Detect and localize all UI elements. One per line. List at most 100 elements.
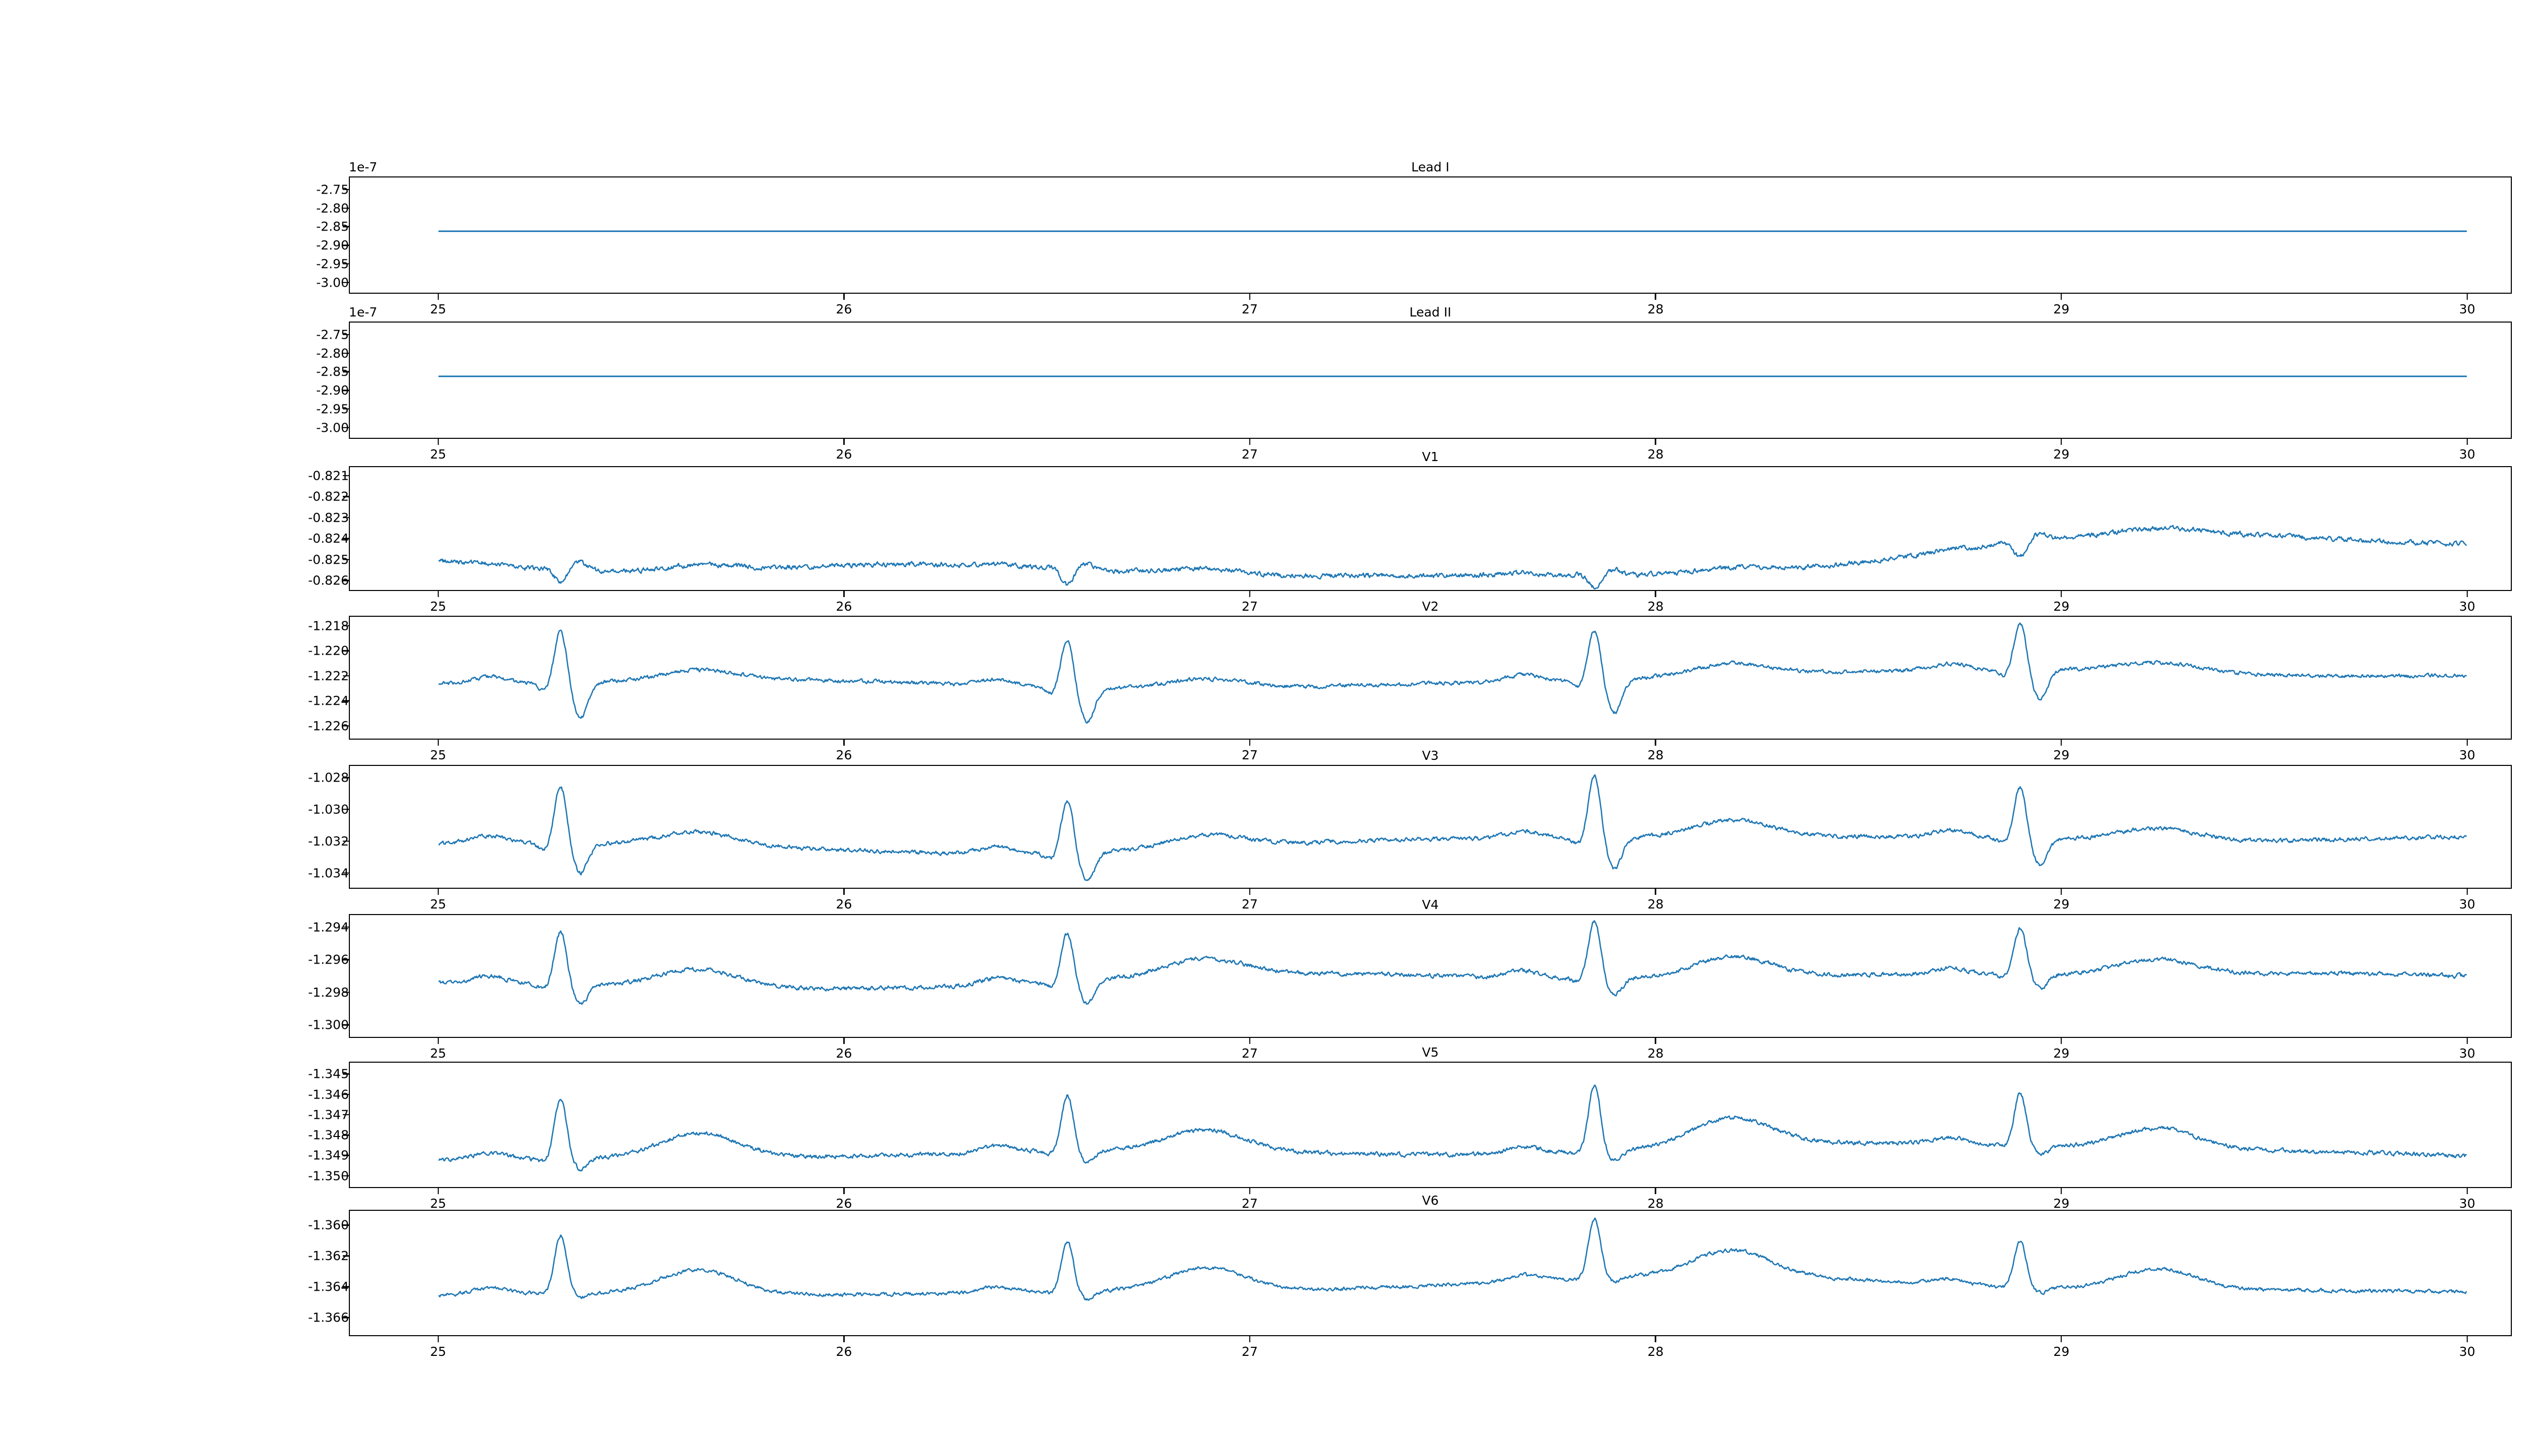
- x-tick-label: 27: [1241, 599, 1258, 614]
- x-tick-mark: [843, 1336, 845, 1342]
- y-tick-mark: [343, 207, 349, 209]
- x-tick-label: 25: [430, 1344, 446, 1359]
- x-tick-mark: [843, 1038, 845, 1044]
- x-tick-mark: [2060, 439, 2062, 445]
- x-tick-mark: [1655, 439, 1656, 445]
- y-tick-mark: [343, 282, 349, 284]
- x-tick-label: 29: [2053, 748, 2069, 762]
- x-tick-mark: [1249, 889, 1251, 895]
- axes-frame: [349, 322, 2512, 439]
- y-tick-label: -1.294: [308, 920, 349, 935]
- y-tick-label: -1.220: [308, 643, 349, 658]
- y-tick-label: -0.825: [308, 552, 349, 567]
- x-tick-mark: [2466, 740, 2468, 746]
- x-tick-mark: [2466, 591, 2468, 597]
- x-tick-label: 25: [430, 599, 446, 614]
- axes-frame: [349, 1210, 2512, 1336]
- axes-frame: [349, 914, 2512, 1038]
- lead-panel-v4: V4 -1.294 -1.296 -1.298 -1.300 25 26 27 28 29 30: [308, 898, 2512, 1060]
- x-tick-mark: [2466, 439, 2468, 445]
- x-tick-mark: [1249, 1038, 1251, 1044]
- x-tick-mark: [437, 591, 439, 597]
- panel-title: V6: [1422, 1193, 1439, 1208]
- x-tick-mark: [437, 439, 439, 445]
- y-tick-label: -1.350: [308, 1168, 349, 1184]
- x-tick-mark: [1655, 1336, 1656, 1342]
- x-tick-label: 28: [1647, 1046, 1664, 1061]
- x-tick-label: 26: [836, 897, 852, 912]
- y-tick-label: -0.823: [308, 510, 349, 525]
- panel-title: V5: [1422, 1045, 1439, 1060]
- x-tick-label: 26: [836, 599, 852, 614]
- y-tick-label: -1.296: [308, 952, 349, 967]
- y-tick-mark: [343, 725, 349, 726]
- x-tick-label: 29: [2053, 1344, 2069, 1359]
- panel-title: Lead II: [1409, 305, 1452, 320]
- x-tick-mark: [1655, 591, 1656, 597]
- y-tick-label: -1.028: [308, 770, 349, 785]
- x-tick-mark: [843, 439, 845, 445]
- y-tick-label: -1.298: [308, 985, 349, 1000]
- x-tick-mark: [2060, 294, 2062, 300]
- x-tick-label: 28: [1647, 599, 1664, 614]
- x-tick-label: 29: [2053, 897, 2069, 912]
- lead-panel-v2: V2 -1.218 -1.220 -1.222 -1.224 -1.226 25 26 27 28…: [308, 600, 2512, 761]
- x-tick-label: 30: [2459, 748, 2475, 762]
- x-tick-label: 27: [1241, 447, 1258, 462]
- y-tick-mark: [343, 371, 349, 373]
- y-tick-mark: [343, 1073, 349, 1075]
- x-tick-mark: [1249, 740, 1251, 746]
- y-tick-mark: [343, 1094, 349, 1095]
- x-tick-mark: [2060, 740, 2062, 746]
- x-tick-label: 30: [2459, 302, 2475, 316]
- lead-panel-v1: V1 -0.821 -0.822 -0.823 -0.824 -0.825 -0.826 25…: [308, 450, 2512, 613]
- y-tick-mark: [343, 427, 349, 429]
- y-tick-mark: [343, 352, 349, 354]
- y-tick-label: -1.222: [308, 668, 349, 684]
- y-tick-mark: [343, 559, 349, 560]
- x-tick-mark: [1249, 1336, 1251, 1342]
- x-tick-label: 29: [2053, 599, 2069, 614]
- x-tick-label: 27: [1241, 1046, 1258, 1061]
- panel-title: V4: [1422, 897, 1439, 912]
- y-tick-mark: [343, 1114, 349, 1116]
- x-tick-label: 30: [2459, 1196, 2475, 1211]
- x-tick-label: 25: [430, 1196, 446, 1211]
- waveform-line: [438, 1217, 2467, 1301]
- x-tick-label: 25: [430, 897, 446, 912]
- y-tick-label: -0.821: [308, 468, 349, 483]
- y-tick-mark: [343, 475, 349, 476]
- x-tick-mark: [843, 740, 845, 746]
- y-tick-label: -1.366: [308, 1310, 349, 1325]
- waveform-line: [438, 920, 2467, 1005]
- y-tick-mark: [343, 991, 349, 993]
- x-tick-label: 28: [1647, 1196, 1664, 1211]
- y-tick-label: -1.360: [308, 1217, 349, 1233]
- lead-panel-lead-ii: Lead II 1e-7 -2.75 -2.80 -2.85 -2.90 -2.95 -3.0…: [316, 306, 2512, 461]
- y-tick-label: -1.034: [308, 866, 349, 881]
- x-tick-mark: [1655, 294, 1656, 300]
- x-tick-label: 28: [1647, 897, 1664, 912]
- y-tick-label: -1.346: [308, 1087, 349, 1102]
- x-tick-label: 26: [836, 748, 852, 762]
- axes-frame: [349, 616, 2512, 740]
- y-tick-label: -1.300: [308, 1017, 349, 1032]
- y-tick-label: -1.364: [308, 1279, 349, 1294]
- y-tick-label: -1.362: [308, 1248, 349, 1263]
- x-tick-mark: [437, 1336, 439, 1342]
- lead-panel-v6: V6 -1.360 -1.362 -1.364 -1.366 25 26 27 28 29 30: [308, 1194, 2512, 1358]
- y-tick-mark: [343, 263, 349, 265]
- x-tick-mark: [1249, 591, 1251, 597]
- y-tick-mark: [343, 1155, 349, 1156]
- x-tick-label: 30: [2459, 1344, 2475, 1359]
- x-tick-mark: [2060, 1336, 2062, 1342]
- x-tick-label: 29: [2053, 447, 2069, 462]
- x-tick-mark: [1655, 1188, 1656, 1194]
- x-tick-mark: [843, 889, 845, 895]
- x-tick-label: 28: [1647, 1344, 1664, 1359]
- y-tick-mark: [343, 1175, 349, 1176]
- lead-panel-v5: V5 -1.345 -1.346 -1.347 -1.348 -1.349 -1.350 25…: [308, 1046, 2512, 1210]
- x-tick-label: 26: [836, 1344, 852, 1359]
- x-tick-label: 30: [2459, 1046, 2475, 1061]
- panel-title: V1: [1422, 449, 1439, 464]
